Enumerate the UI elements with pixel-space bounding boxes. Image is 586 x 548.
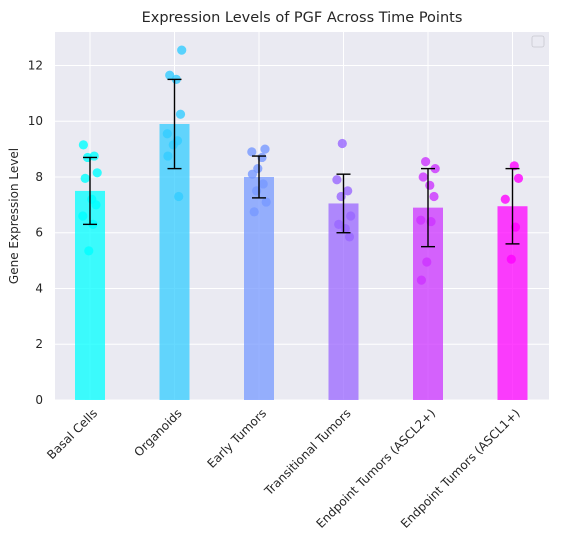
error-bar [421,167,435,248]
data-point [416,275,426,285]
y-tick-label: 4 [35,281,43,295]
error-bar [167,78,182,170]
error-bar [336,173,351,234]
data-point [430,164,440,174]
data-point [334,219,344,229]
data-point [336,191,346,202]
data-point [168,140,178,150]
data-point [258,179,268,189]
x-axis-ticks: Basal Cells Organoids Early TumorsTransiti… [44,406,522,531]
error-bar [505,167,520,245]
data-point [506,254,516,264]
data-point [421,157,431,167]
data-point [429,191,439,202]
data-point [177,45,187,55]
data-point [247,147,257,157]
data-point [418,172,428,182]
x-tick-label: Early Tumors [204,406,269,471]
data-point [249,207,259,217]
y-tick-label: 10 [28,114,43,128]
error-bar [252,155,266,199]
bars [75,124,528,400]
x-tick-label: Organoids [131,406,184,459]
bar [159,124,190,400]
data-point [337,138,347,149]
data-point [257,152,267,163]
x-tick-label: Transitional Tumors [261,406,354,499]
y-tick-label: 6 [35,226,43,240]
y-tick-label: 8 [35,170,43,184]
data-point [340,223,350,234]
bar [244,176,274,400]
y-tick-label: 12 [28,58,43,72]
data-point [247,169,257,179]
legend-box [531,35,545,48]
error-bar [83,156,97,226]
data-point [78,140,88,150]
data-point [162,129,172,139]
chart-title: Expression Levels of PGF Across Time Poi… [142,10,463,26]
data-point [261,197,271,207]
y-tick-label: 0 [35,393,43,407]
data-point [422,257,432,267]
data-point [80,173,90,183]
data-point [78,211,88,221]
data-point [500,194,510,204]
data-point [260,144,270,154]
data-point [346,211,356,221]
data-point [165,70,175,80]
data-point [91,200,101,210]
x-tick-label: Basal Cells [44,406,100,462]
y-tick-label: 2 [35,337,43,351]
data-point [84,246,94,256]
plot-area [55,32,549,400]
error-bars [83,78,520,248]
data-point [416,215,426,225]
data-point [163,151,173,161]
data-point [344,232,355,242]
y-axis-label: Gene Expression Level [7,148,21,284]
data-point [426,216,436,227]
data-point [332,175,342,185]
data-point [343,186,353,196]
data-point [252,186,262,196]
data-point [513,173,524,183]
data-point [174,191,184,202]
data-point [92,168,102,178]
data-point [175,109,186,119]
data-point [425,180,435,190]
y-axis-ticks: 0 2 4 6 8 10 12 [28,58,43,407]
